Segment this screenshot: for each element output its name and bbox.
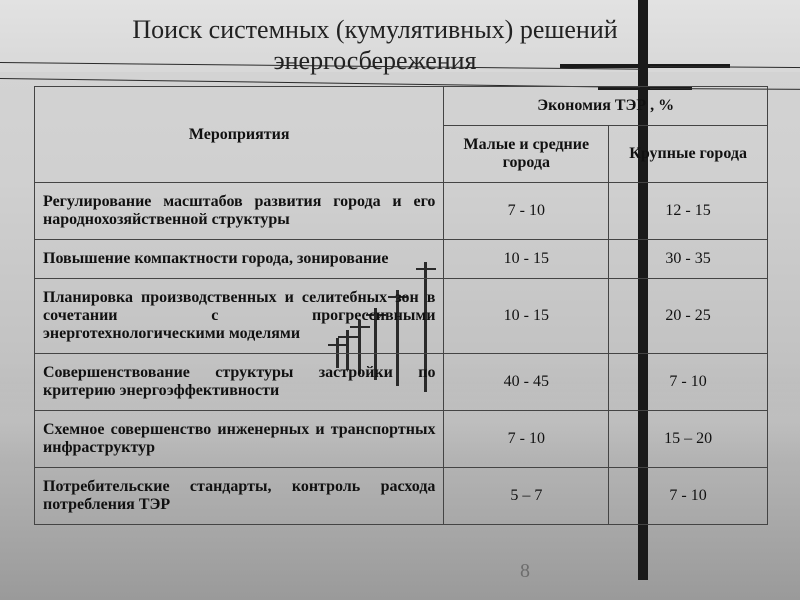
header-measures: Мероприятия <box>35 87 444 183</box>
table-body: Регулирование масштабов развития города … <box>35 183 768 525</box>
title-text: Поиск системных (кумулятивных) решений э… <box>70 14 680 76</box>
cell-small: 10 - 15 <box>444 240 609 279</box>
cell-small: 7 - 10 <box>444 183 609 240</box>
cell-small: 7 - 10 <box>444 411 609 468</box>
cell-measure: Схемное совершенство инженерных и трансп… <box>35 411 444 468</box>
table-row: Схемное совершенство инженерных и трансп… <box>35 411 768 468</box>
cell-large: 7 - 10 <box>609 354 768 411</box>
cell-measure: Совершенствование структуры застройки по… <box>35 354 444 411</box>
cell-large: 12 - 15 <box>609 183 768 240</box>
cell-measure: Регулирование масштабов развития города … <box>35 183 444 240</box>
cell-small: 40 - 45 <box>444 354 609 411</box>
table-row: Совершенствование структуры застройки по… <box>35 354 768 411</box>
energy-table: Мероприятия Экономия ТЭР , % Малые и сре… <box>34 86 768 525</box>
table-row: Повышение компактности города, зонирован… <box>35 240 768 279</box>
page-number: 8 <box>520 560 530 583</box>
cell-small: 10 - 15 <box>444 279 609 354</box>
header-large-cities: Крупные города <box>609 126 768 183</box>
header-small-cities: Малые и средние города <box>444 126 609 183</box>
cell-measure: Планировка производственных и селитебных… <box>35 279 444 354</box>
table-row: Планировка производственных и селитебных… <box>35 279 768 354</box>
cell-large: 30 - 35 <box>609 240 768 279</box>
cell-large: 7 - 10 <box>609 468 768 525</box>
page-title: Поиск системных (кумулятивных) решений э… <box>70 14 680 76</box>
cell-measure: Повышение компактности города, зонирован… <box>35 240 444 279</box>
cell-large: 15 – 20 <box>609 411 768 468</box>
cell-large: 20 - 25 <box>609 279 768 354</box>
table-row: Потребительские стандарты, контроль расх… <box>35 468 768 525</box>
header-group: Экономия ТЭР , % <box>444 87 768 126</box>
cell-measure: Потребительские стандарты, контроль расх… <box>35 468 444 525</box>
table-row: Регулирование масштабов развития города … <box>35 183 768 240</box>
cell-small: 5 – 7 <box>444 468 609 525</box>
